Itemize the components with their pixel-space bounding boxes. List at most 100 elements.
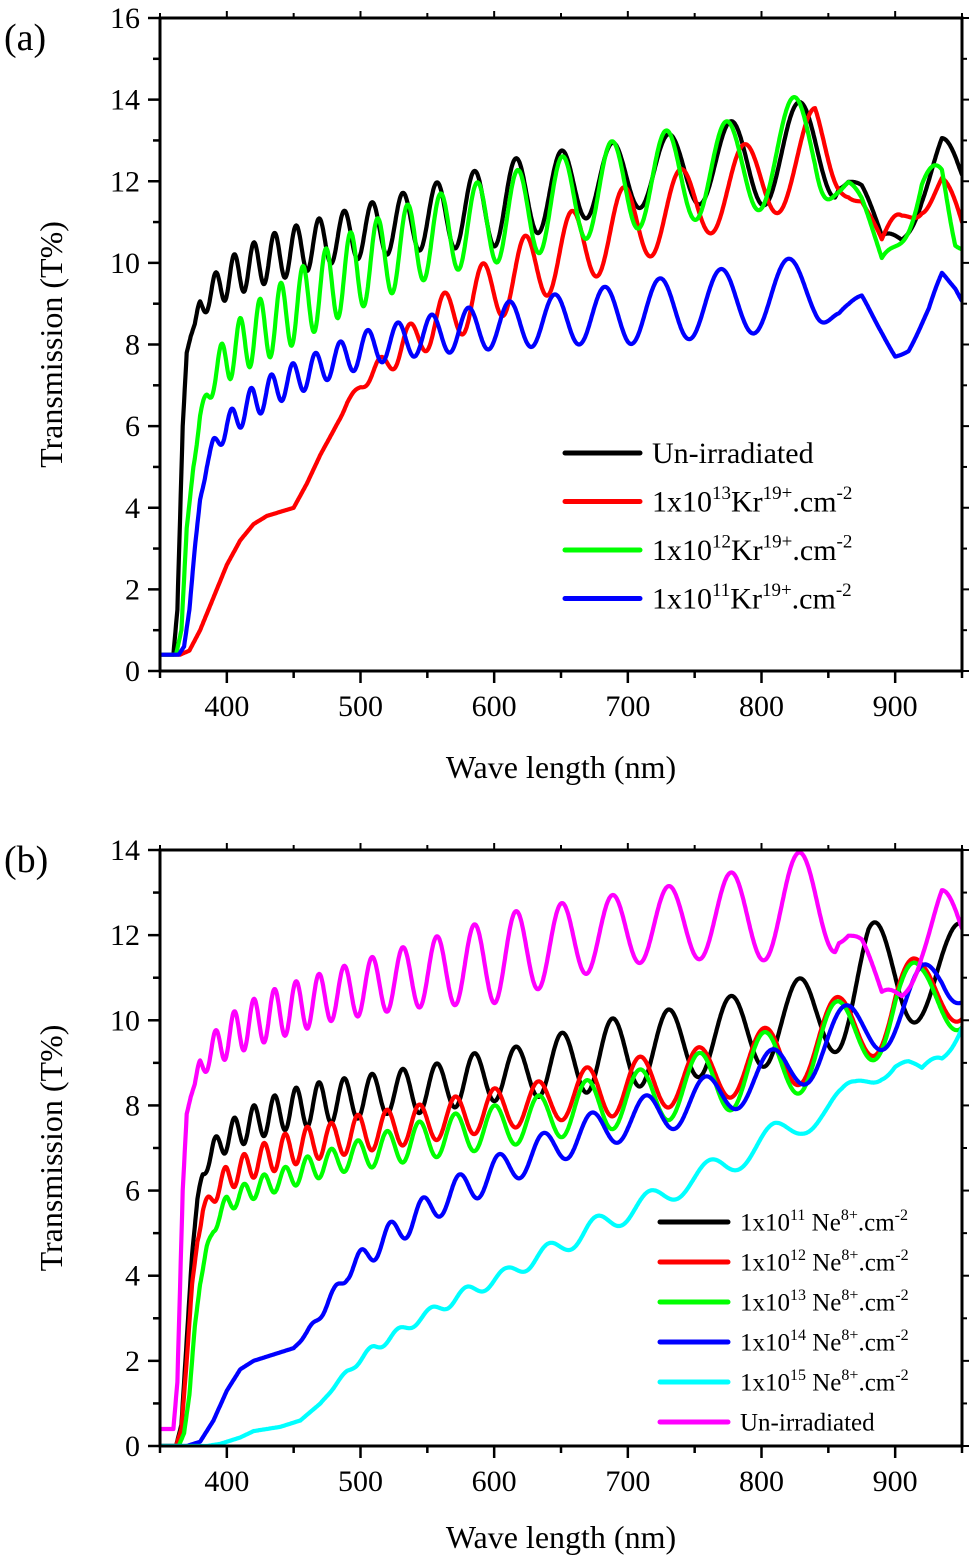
legend-ion: Ne xyxy=(806,1369,841,1396)
legend-charge: 8+ xyxy=(841,1367,858,1384)
y-tick-label: 8 xyxy=(125,1089,140,1122)
legend-text: 1x10 xyxy=(740,1209,790,1236)
x-tick-label: 800 xyxy=(739,690,784,723)
legend-text: 1x10 xyxy=(740,1329,790,1356)
y-tick-label: 6 xyxy=(125,410,140,443)
y-tick-label: 2 xyxy=(125,573,140,606)
legend-entry-label: 1x1012​ Ne8+​.cm-2​ xyxy=(740,1247,909,1277)
legend-charge: 8+ xyxy=(841,1287,858,1304)
x-tick-label: 900 xyxy=(873,1465,918,1498)
legend-ion: Ne xyxy=(806,1329,841,1356)
y-tick-label: 8 xyxy=(125,329,140,362)
x-axis: 400 500 600 700 800 900 xyxy=(158,843,964,1498)
legend-ion: Ne xyxy=(805,1209,840,1236)
series-line-1 xyxy=(160,99,962,657)
y-tick-label: 4 xyxy=(125,492,140,525)
series-line-2 xyxy=(160,106,962,657)
y-axis-title: Transmission (T%) xyxy=(33,221,69,468)
legend-entry-label: Un-irradiated xyxy=(652,437,814,470)
legend-entry-label: 1x1014​ Ne8+​.cm-2​ xyxy=(740,1327,909,1357)
x-tick-label: 700 xyxy=(605,1465,650,1498)
x-tick-label: 500 xyxy=(338,1465,383,1498)
series-group xyxy=(160,850,962,1446)
x-tick-label: 600 xyxy=(472,690,517,723)
x-tick-label: 500 xyxy=(338,690,383,723)
legend-text: 1x10 xyxy=(652,534,712,567)
legend-unit-exponent: -2 xyxy=(895,1287,908,1304)
y-tick-label: 4 xyxy=(125,1260,140,1293)
legend-exponent: 11 xyxy=(712,580,730,601)
y-tick-label: 12 xyxy=(110,919,140,952)
x-tick-label: 900 xyxy=(873,690,918,723)
y-tick-label: 2 xyxy=(125,1345,140,1378)
x-axis-title: Wave length (nm) xyxy=(446,1519,676,1555)
y-tick-label: 10 xyxy=(110,247,140,280)
x-axis: 400 500 600 700 800 900 xyxy=(158,11,964,723)
legend-unit-exponent: -2 xyxy=(837,483,853,504)
y-tick-label: 6 xyxy=(125,1175,140,1208)
legend-text: 1x10 xyxy=(740,1249,790,1276)
y-axis: 0 2 4 6 8 10 12 14 xyxy=(110,834,969,1463)
legend-text: 1x10 xyxy=(652,485,712,518)
legend-unit: .cm xyxy=(792,534,836,567)
plot-frame xyxy=(158,16,964,673)
legend-exponent: 12 xyxy=(712,531,731,552)
legend-unit-exponent: -2 xyxy=(836,580,852,601)
legend-text: 1x10 xyxy=(652,582,712,615)
legend-charge: 19+ xyxy=(763,483,793,504)
y-tick-label: 14 xyxy=(110,84,140,117)
legend-text: Un-irradiated xyxy=(652,437,814,470)
legend-charge: 8+ xyxy=(841,1207,858,1224)
x-tick-label: 600 xyxy=(472,1465,517,1498)
x-tick-label: 400 xyxy=(204,690,249,723)
legend-charge: 8+ xyxy=(841,1247,858,1264)
chart-panel-a: 400 500 600 700 800 900 0 2 4 6 8 10 12 14 16 Wave leng… xyxy=(4,2,969,785)
y-axis: 0 2 4 6 8 10 12 14 16 xyxy=(110,2,969,688)
legend-ion: Kr xyxy=(731,485,763,518)
legend-exponent: 15 xyxy=(790,1367,806,1384)
legend-exponent: 11 xyxy=(790,1207,805,1224)
legend-ion: Ne xyxy=(806,1249,841,1276)
legend-unit: .cm xyxy=(858,1209,895,1236)
legend-text: Un-irradiated xyxy=(740,1409,875,1436)
legend-exponent: 13 xyxy=(712,483,731,504)
y-tick-label: 0 xyxy=(125,1430,140,1463)
series-group xyxy=(160,95,962,657)
legend: 1x1011​ Ne8+​.cm-2​1x1012​ Ne8+​.cm-2​1x… xyxy=(657,1207,909,1436)
y-axis-title: Transmission (T%) xyxy=(33,1025,69,1272)
legend-unit: .cm xyxy=(858,1369,895,1396)
y-tick-label: 0 xyxy=(125,655,140,688)
legend-entry-label: 1x1013​Kr19+​.cm-2​ xyxy=(652,483,852,519)
legend-unit: .cm xyxy=(792,485,836,518)
legend-unit-exponent: -2 xyxy=(895,1327,908,1344)
series-line-1 xyxy=(160,920,962,1446)
legend-unit: .cm xyxy=(858,1329,895,1356)
legend-unit-exponent: -2 xyxy=(895,1207,908,1224)
legend-unit: .cm xyxy=(792,582,836,615)
series-line-5 xyxy=(160,1025,962,1446)
legend-entry-label: 1x1011​ Ne8+​.cm-2​ xyxy=(740,1207,908,1237)
series-line-4 xyxy=(160,256,962,657)
legend-entry-label: 1x1013​ Ne8+​.cm-2​ xyxy=(740,1287,909,1317)
legend: Un-irradiated 1x1013​Kr19+​.cm-2​ 1x1012​K… xyxy=(562,437,853,615)
legend-entry-label: Un-irradiated xyxy=(740,1409,875,1436)
x-tick-label: 800 xyxy=(739,1465,784,1498)
legend-text: 1x10 xyxy=(740,1369,790,1396)
panel-label: (b) xyxy=(4,839,48,881)
legend-entry-label: 1x1015​ Ne8+​.cm-2​ xyxy=(740,1367,909,1397)
legend-unit-exponent: -2 xyxy=(837,531,853,552)
panel-label: (a) xyxy=(4,17,46,59)
legend-exponent: 14 xyxy=(790,1327,806,1344)
x-tick-label: 700 xyxy=(605,690,650,723)
series-line-4 xyxy=(160,962,962,1446)
legend-ion: Kr xyxy=(731,534,763,567)
series-line-3 xyxy=(160,95,962,657)
y-tick-label: 14 xyxy=(110,834,140,867)
legend-unit-exponent: -2 xyxy=(895,1367,908,1384)
legend-unit: .cm xyxy=(858,1289,895,1316)
legend-text: 1x10 xyxy=(740,1289,790,1316)
y-tick-label: 12 xyxy=(110,165,140,198)
y-tick-label: 16 xyxy=(110,2,140,35)
legend-unit-exponent: -2 xyxy=(895,1247,908,1264)
